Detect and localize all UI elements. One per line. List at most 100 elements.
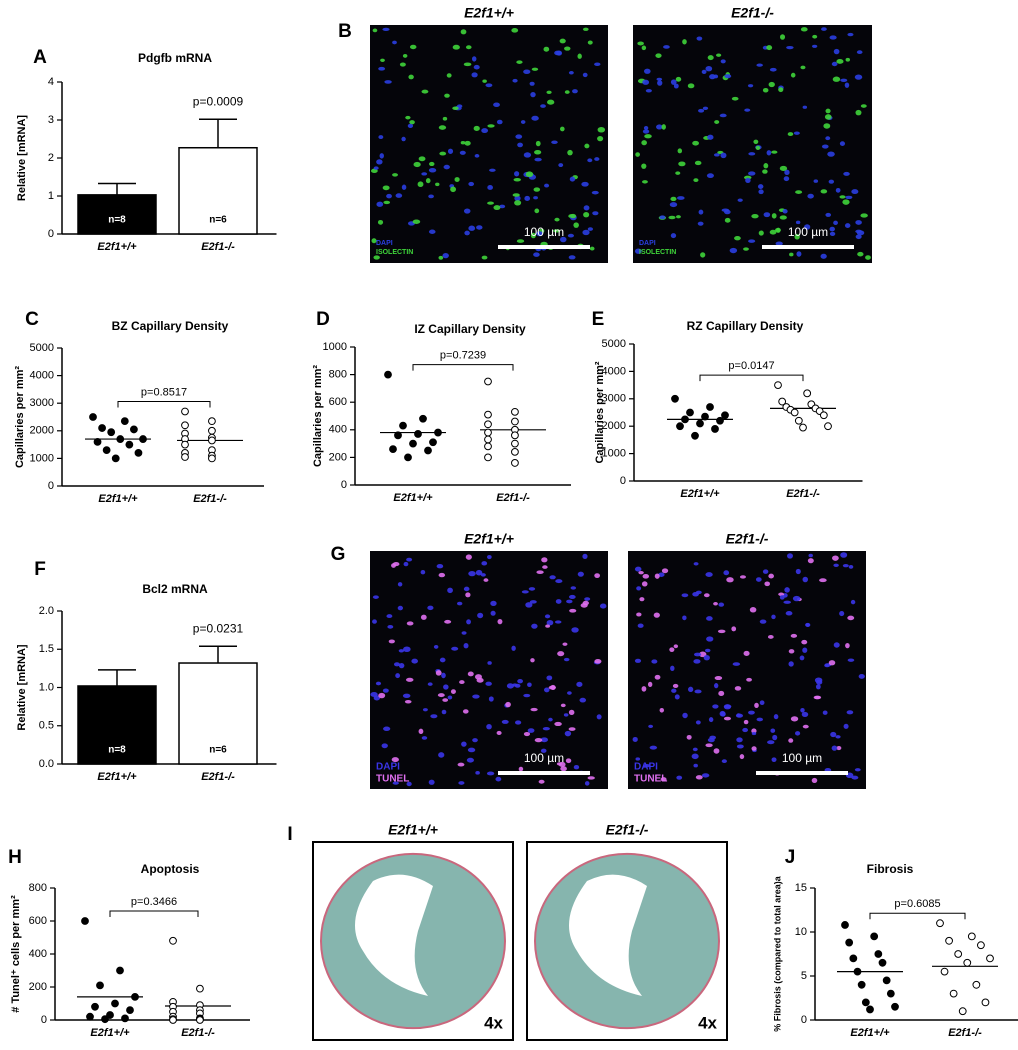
- cell: [783, 176, 790, 182]
- cell: [758, 189, 764, 195]
- p-value: p=0.0147: [728, 360, 774, 372]
- data-point: [399, 421, 407, 430]
- p-value: p=0.3466: [131, 896, 177, 908]
- cell: [773, 714, 779, 720]
- data-point: [891, 1002, 899, 1011]
- data-point: [196, 1016, 204, 1024]
- cell: [709, 74, 716, 80]
- cell: [557, 651, 565, 657]
- data-point: [484, 428, 492, 437]
- y-tick-label: 0.5: [39, 720, 54, 732]
- micrograph: [370, 551, 608, 789]
- cell: [697, 221, 704, 226]
- y-tick-label: 1000: [30, 452, 54, 464]
- cell: [759, 700, 765, 706]
- y-tick-label: 4000: [30, 370, 54, 382]
- cell: [705, 572, 713, 578]
- cell: [681, 593, 689, 598]
- cell: [597, 126, 606, 133]
- data-point: [958, 1007, 967, 1016]
- cell: [649, 745, 658, 750]
- y-tick-label: 400: [29, 948, 47, 960]
- cell: [788, 649, 795, 654]
- cell: [555, 579, 563, 584]
- cell: [824, 664, 830, 668]
- cell: [573, 765, 580, 770]
- data-point: [96, 981, 104, 990]
- cell: [742, 727, 749, 733]
- y-tick-label: 600: [29, 915, 47, 927]
- data-point: [886, 989, 895, 998]
- cell: [565, 758, 572, 764]
- cell: [572, 89, 578, 94]
- cell: [463, 642, 469, 649]
- cell: [582, 600, 589, 606]
- cell: [829, 35, 837, 40]
- cell: [854, 768, 861, 772]
- cell: [724, 74, 732, 79]
- cell: [534, 157, 542, 162]
- cell: [795, 568, 801, 575]
- stain-label: TUNEL: [634, 774, 667, 785]
- y-tick-label: 0: [41, 1014, 47, 1026]
- chart-title: BZ Capillary Density: [112, 319, 229, 333]
- cell: [413, 161, 421, 168]
- cell: [695, 775, 703, 780]
- cell: [771, 614, 776, 620]
- cell: [762, 569, 769, 574]
- cell: [731, 96, 739, 101]
- cell: [775, 227, 781, 233]
- cell: [748, 710, 755, 715]
- cell: [384, 80, 392, 84]
- cell: [481, 561, 488, 566]
- cell: [675, 76, 682, 82]
- cell: [442, 253, 449, 259]
- cell: [490, 610, 496, 616]
- cell: [846, 710, 854, 715]
- cell: [820, 253, 827, 259]
- bracket: [869, 912, 966, 920]
- data-point: [511, 439, 519, 448]
- cell: [420, 570, 426, 575]
- cell: [531, 67, 539, 71]
- cell: [376, 201, 384, 207]
- cell: [512, 78, 518, 83]
- cell: [486, 771, 495, 776]
- cell: [549, 575, 556, 580]
- cell: [433, 644, 439, 649]
- cell: [530, 232, 536, 239]
- cell: [845, 643, 850, 649]
- cell: [802, 647, 808, 653]
- cell: [544, 183, 550, 188]
- cell: [486, 555, 492, 560]
- cell: [724, 217, 731, 223]
- cell: [533, 252, 540, 257]
- cell: [755, 145, 761, 150]
- cell: [399, 62, 406, 67]
- cell: [442, 698, 449, 702]
- cell: [771, 150, 778, 154]
- data-point: [841, 921, 849, 929]
- data-point: [484, 442, 492, 451]
- y-tick-label: 600: [329, 396, 347, 408]
- data-point: [181, 440, 189, 449]
- cell: [531, 623, 538, 629]
- cell: [795, 220, 801, 225]
- chart-title: Bcl2 mRNA: [142, 582, 208, 596]
- cell: [800, 27, 808, 32]
- cell: [421, 89, 429, 94]
- cell: [495, 776, 502, 782]
- cell: [493, 102, 500, 107]
- cell: [642, 180, 648, 184]
- cell: [447, 148, 454, 154]
- y-tick-label: 3: [48, 114, 54, 126]
- cell: [511, 645, 516, 651]
- cell: [720, 711, 726, 717]
- cell: [475, 771, 480, 775]
- cell: [699, 651, 707, 658]
- n-label: n=6: [209, 215, 227, 226]
- cell: [656, 124, 663, 130]
- panel-letter: C: [25, 309, 39, 330]
- cell: [402, 693, 411, 698]
- data-point: [849, 954, 858, 963]
